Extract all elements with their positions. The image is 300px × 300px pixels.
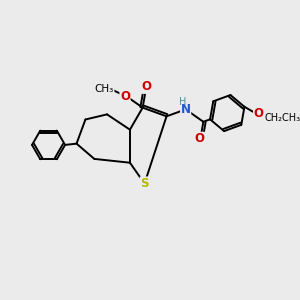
Text: H: H — [179, 97, 187, 107]
Text: O: O — [120, 90, 130, 103]
Text: CH₂CH₃: CH₂CH₃ — [264, 113, 300, 123]
Text: O: O — [194, 132, 204, 145]
Text: O: O — [141, 80, 151, 93]
Text: N: N — [181, 103, 191, 116]
Text: CH₃: CH₃ — [95, 84, 114, 94]
Text: O: O — [254, 107, 264, 120]
Text: S: S — [140, 177, 149, 190]
